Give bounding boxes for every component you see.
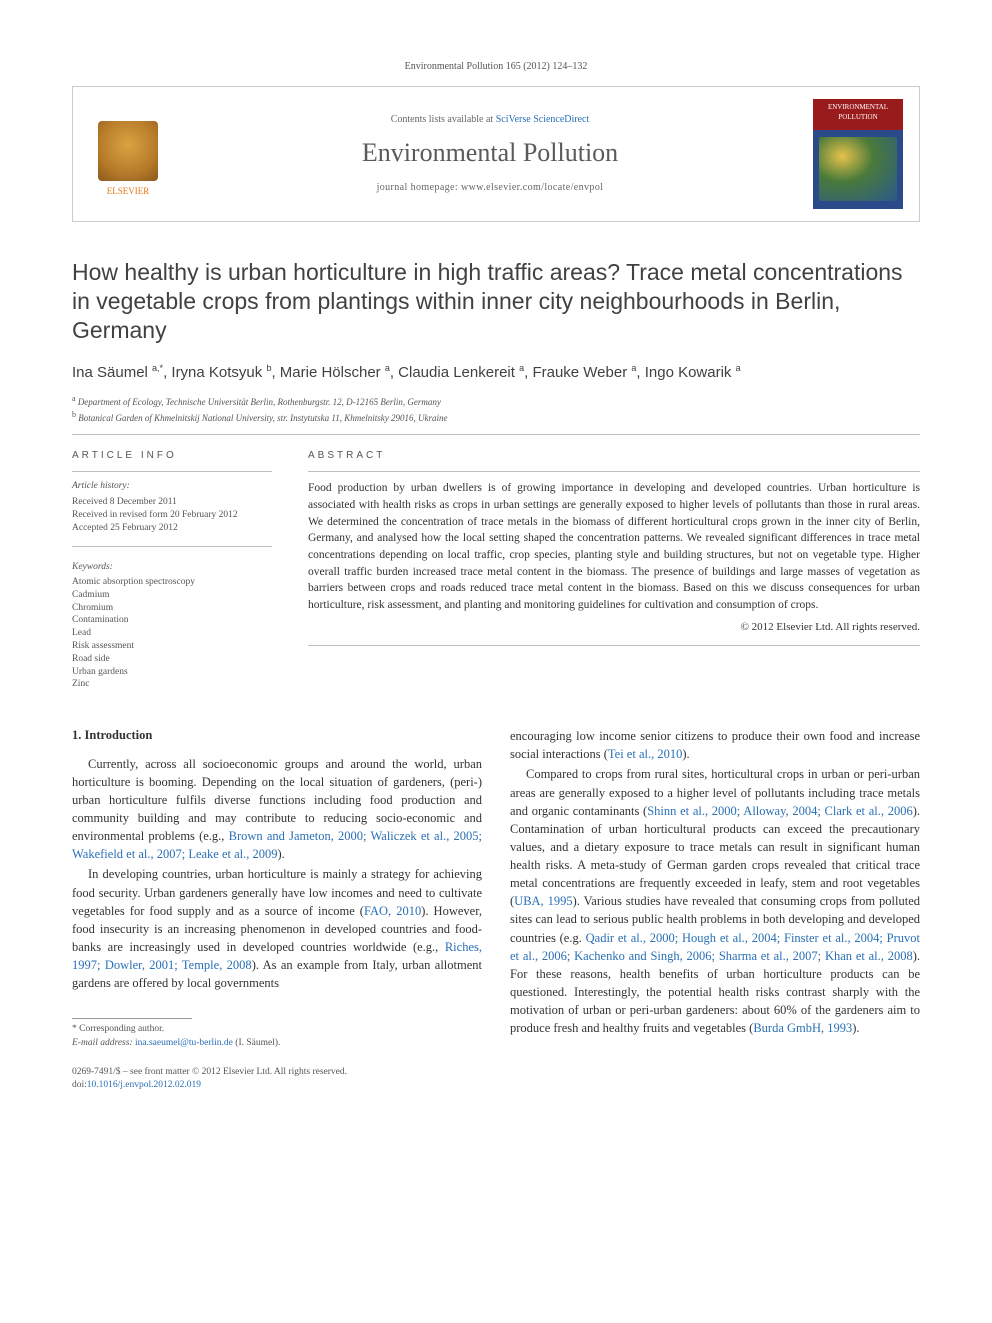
journal-masthead: ELSEVIER Contents lists available at Sci… xyxy=(72,86,920,222)
corresponding-author-note: * Corresponding author. xyxy=(72,1023,482,1036)
column-left: 1. Introduction Currently, across all so… xyxy=(72,727,482,1050)
paragraph-3: encouraging low income senior citizens t… xyxy=(510,727,920,763)
history-received: Received 8 December 2011 xyxy=(72,496,272,509)
cover-title-text: ENVIRONMENTAL POLLUTION xyxy=(817,103,899,123)
keyword-item: Urban gardens xyxy=(72,666,272,679)
publisher-logo-block: ELSEVIER xyxy=(89,110,167,198)
keyword-item: Road side xyxy=(72,653,272,666)
article-history-label: Article history: xyxy=(72,480,272,493)
keywords-label: Keywords: xyxy=(72,561,272,574)
abstract-body: Food production by urban dwellers is of … xyxy=(308,480,920,613)
column-right: encouraging low income senior citizens t… xyxy=(510,727,920,1050)
paragraph-1: Currently, across all socioeconomic grou… xyxy=(72,755,482,864)
citation-link[interactable]: Burda GmbH, 1993 xyxy=(753,1021,852,1035)
keyword-item: Atomic absorption spectroscopy xyxy=(72,576,272,589)
keyword-item: Chromium xyxy=(72,602,272,615)
citation-link[interactable]: Tei et al., 2010 xyxy=(608,747,682,761)
front-matter-line: 0269-7491/$ – see front matter © 2012 El… xyxy=(72,1066,920,1079)
keyword-item: Contamination xyxy=(72,614,272,627)
email-footnote: E-mail address: ina.saeumel@tu-berlin.de… xyxy=(72,1037,482,1050)
homepage-url[interactable]: www.elsevier.com/locate/envpol xyxy=(461,182,603,193)
journal-name: Environmental Pollution xyxy=(183,135,797,171)
contents-available-line: Contents lists available at SciVerse Sci… xyxy=(183,113,797,127)
masthead-center: Contents lists available at SciVerse Sci… xyxy=(183,113,797,195)
footer-identifiers: 0269-7491/$ – see front matter © 2012 El… xyxy=(72,1066,920,1093)
article-info-block: ARTICLE INFO Article history: Received 8… xyxy=(72,449,272,691)
homepage-prefix: journal homepage: xyxy=(377,182,461,193)
running-head: Environmental Pollution 165 (2012) 124–1… xyxy=(72,60,920,74)
doi-link[interactable]: 10.1016/j.envpol.2012.02.019 xyxy=(87,1080,201,1090)
article-meta-row: ARTICLE INFO Article history: Received 8… xyxy=(72,449,920,691)
affiliation-b: b Botanical Garden of Khmelnitskij Natio… xyxy=(72,409,920,425)
section-1-heading: 1. Introduction xyxy=(72,727,482,745)
cover-map-icon xyxy=(819,137,897,201)
paragraph-4: Compared to crops from rural sites, hort… xyxy=(510,765,920,1037)
citation-link[interactable]: FAO, 2010 xyxy=(364,904,421,918)
footnote-rule xyxy=(72,1018,192,1019)
paragraph-2: In developing countries, urban horticult… xyxy=(72,865,482,992)
keywords-list: Atomic absorption spectroscopyCadmiumChr… xyxy=(72,576,272,691)
contents-prefix: Contents lists available at xyxy=(391,114,496,125)
keyword-item: Risk assessment xyxy=(72,640,272,653)
citation-link[interactable]: Shinn et al., 2000; Alloway, 2004; Clark… xyxy=(647,804,912,818)
author-email-link[interactable]: ina.saeumel@tu-berlin.de xyxy=(135,1038,233,1048)
article-title: How healthy is urban horticulture in hig… xyxy=(72,258,920,344)
history-revised: Received in revised form 20 February 201… xyxy=(72,509,272,522)
journal-cover-thumbnail: ENVIRONMENTAL POLLUTION xyxy=(813,99,903,209)
citation-link[interactable]: UBA, 1995 xyxy=(514,894,572,908)
keyword-item: Cadmium xyxy=(72,589,272,602)
divider-top xyxy=(72,434,920,435)
doi-line: doi:10.1016/j.envpol.2012.02.019 xyxy=(72,1079,920,1092)
author-list: Ina Säumel a,*, Iryna Kotsyuk b, Marie H… xyxy=(72,362,920,383)
publisher-name: ELSEVIER xyxy=(107,185,150,198)
body-columns: 1. Introduction Currently, across all so… xyxy=(72,727,920,1050)
sciencedirect-link[interactable]: SciVerse ScienceDirect xyxy=(496,114,590,125)
elsevier-tree-icon xyxy=(98,121,158,181)
article-info-heading: ARTICLE INFO xyxy=(72,449,272,463)
history-accepted: Accepted 25 February 2012 xyxy=(72,522,272,535)
homepage-line: journal homepage: www.elsevier.com/locat… xyxy=(183,181,797,195)
abstract-block: ABSTRACT Food production by urban dwelle… xyxy=(308,449,920,691)
affiliations: a Department of Ecology, Technische Univ… xyxy=(72,393,920,424)
abstract-copyright: © 2012 Elsevier Ltd. All rights reserved… xyxy=(308,620,920,635)
affiliation-a: a Department of Ecology, Technische Univ… xyxy=(72,393,920,409)
abstract-heading: ABSTRACT xyxy=(308,449,920,463)
keyword-item: Lead xyxy=(72,627,272,640)
keyword-item: Zinc xyxy=(72,678,272,691)
